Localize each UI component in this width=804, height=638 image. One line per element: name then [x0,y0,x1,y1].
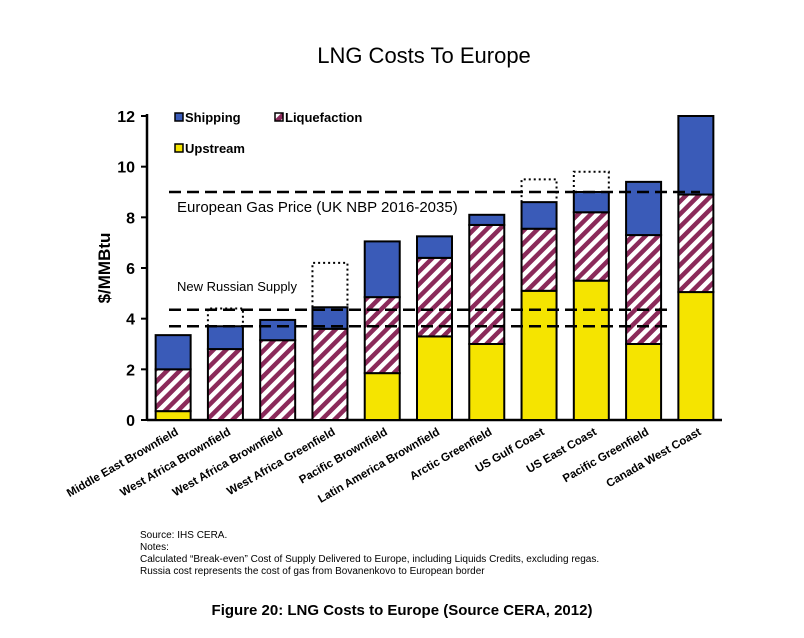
shipping-bar [468,213,506,226]
upstream-bar [677,291,715,422]
upstream-bar [154,410,192,421]
y-tick-label: 10 [117,160,135,177]
shipping-bar [311,306,349,330]
legend-upstream-label: Upstream [185,141,245,156]
y-axis-label: $/MMBtu [95,233,114,304]
liquefaction-bar [154,368,192,413]
shipping-bar [206,325,244,351]
liquefaction-bar [572,211,610,282]
y-tick-label: 12 [117,109,135,126]
y-tick-label: 4 [126,312,135,329]
notes-block: Source: IHS CERA. Notes: Calculated “Bre… [140,530,599,578]
russian-supply-label: New Russian Supply [177,279,297,294]
upstream-bar [468,343,506,421]
upstream-bar [625,343,663,421]
legend-shipping-label: Shipping [185,110,241,125]
y-tick-label: 6 [126,261,135,278]
note-line-1: Calculated “Break-even” Cost of Supply D… [140,554,600,565]
upstream-bar [520,289,558,421]
source-note: Source: IHS CERA. [140,530,228,541]
shipping-bar [520,201,558,230]
legend-liquefaction-swatch [274,112,284,122]
shipping-bar [625,180,663,237]
european-gas-price-label: European Gas Price (UK NBP 2016-2035) [177,199,458,216]
legend-shipping-swatch [174,112,184,122]
liquefaction-bar [259,339,297,422]
shipping-bar [416,235,453,259]
notes-heading: Notes: [140,542,169,553]
chart-title: LNG Costs To Europe [317,43,531,68]
x-category-label: Pacific Brownfield [297,426,389,486]
liquefaction-bar [520,227,558,292]
shipping-bar [363,240,401,299]
legend-upstream-swatch [174,143,184,153]
liquefaction-bar [416,256,453,338]
dotted-outline [206,307,244,327]
dotted-outline [572,170,610,192]
liquefaction-bar [468,223,506,345]
upstream-bar [363,372,401,421]
liquefaction-bar [677,193,715,294]
y-tick-label: 2 [126,362,135,379]
legend-liquefaction-label: Liquefaction [285,110,362,125]
liquefaction-bar [206,348,244,422]
x-category-label: Canada West Coast [605,426,704,490]
figure-caption: Figure 20: LNG Costs to Europe (Source C… [211,602,593,619]
liquefaction-bar [625,234,663,345]
note-line-2: Russia cost represents the cost of gas f… [140,566,485,577]
upstream-bar [572,279,610,421]
liquefaction-bar [363,296,401,375]
dotted-outline [311,261,349,308]
y-tick-label: 8 [126,210,135,227]
y-tick-label: 0 [126,413,135,430]
shipping-bar [572,191,610,214]
shipping-bar [259,318,297,342]
shipping-bar [677,115,715,196]
x-category-label: Pacific Greenfield [561,426,651,485]
lng-cost-chart: LNG Costs To Europe $/MMBtu 024681012Mid… [65,43,722,506]
dotted-outline [520,178,558,203]
liquefaction-bar [311,327,349,421]
shipping-bar [154,334,192,371]
upstream-bar [416,335,453,421]
